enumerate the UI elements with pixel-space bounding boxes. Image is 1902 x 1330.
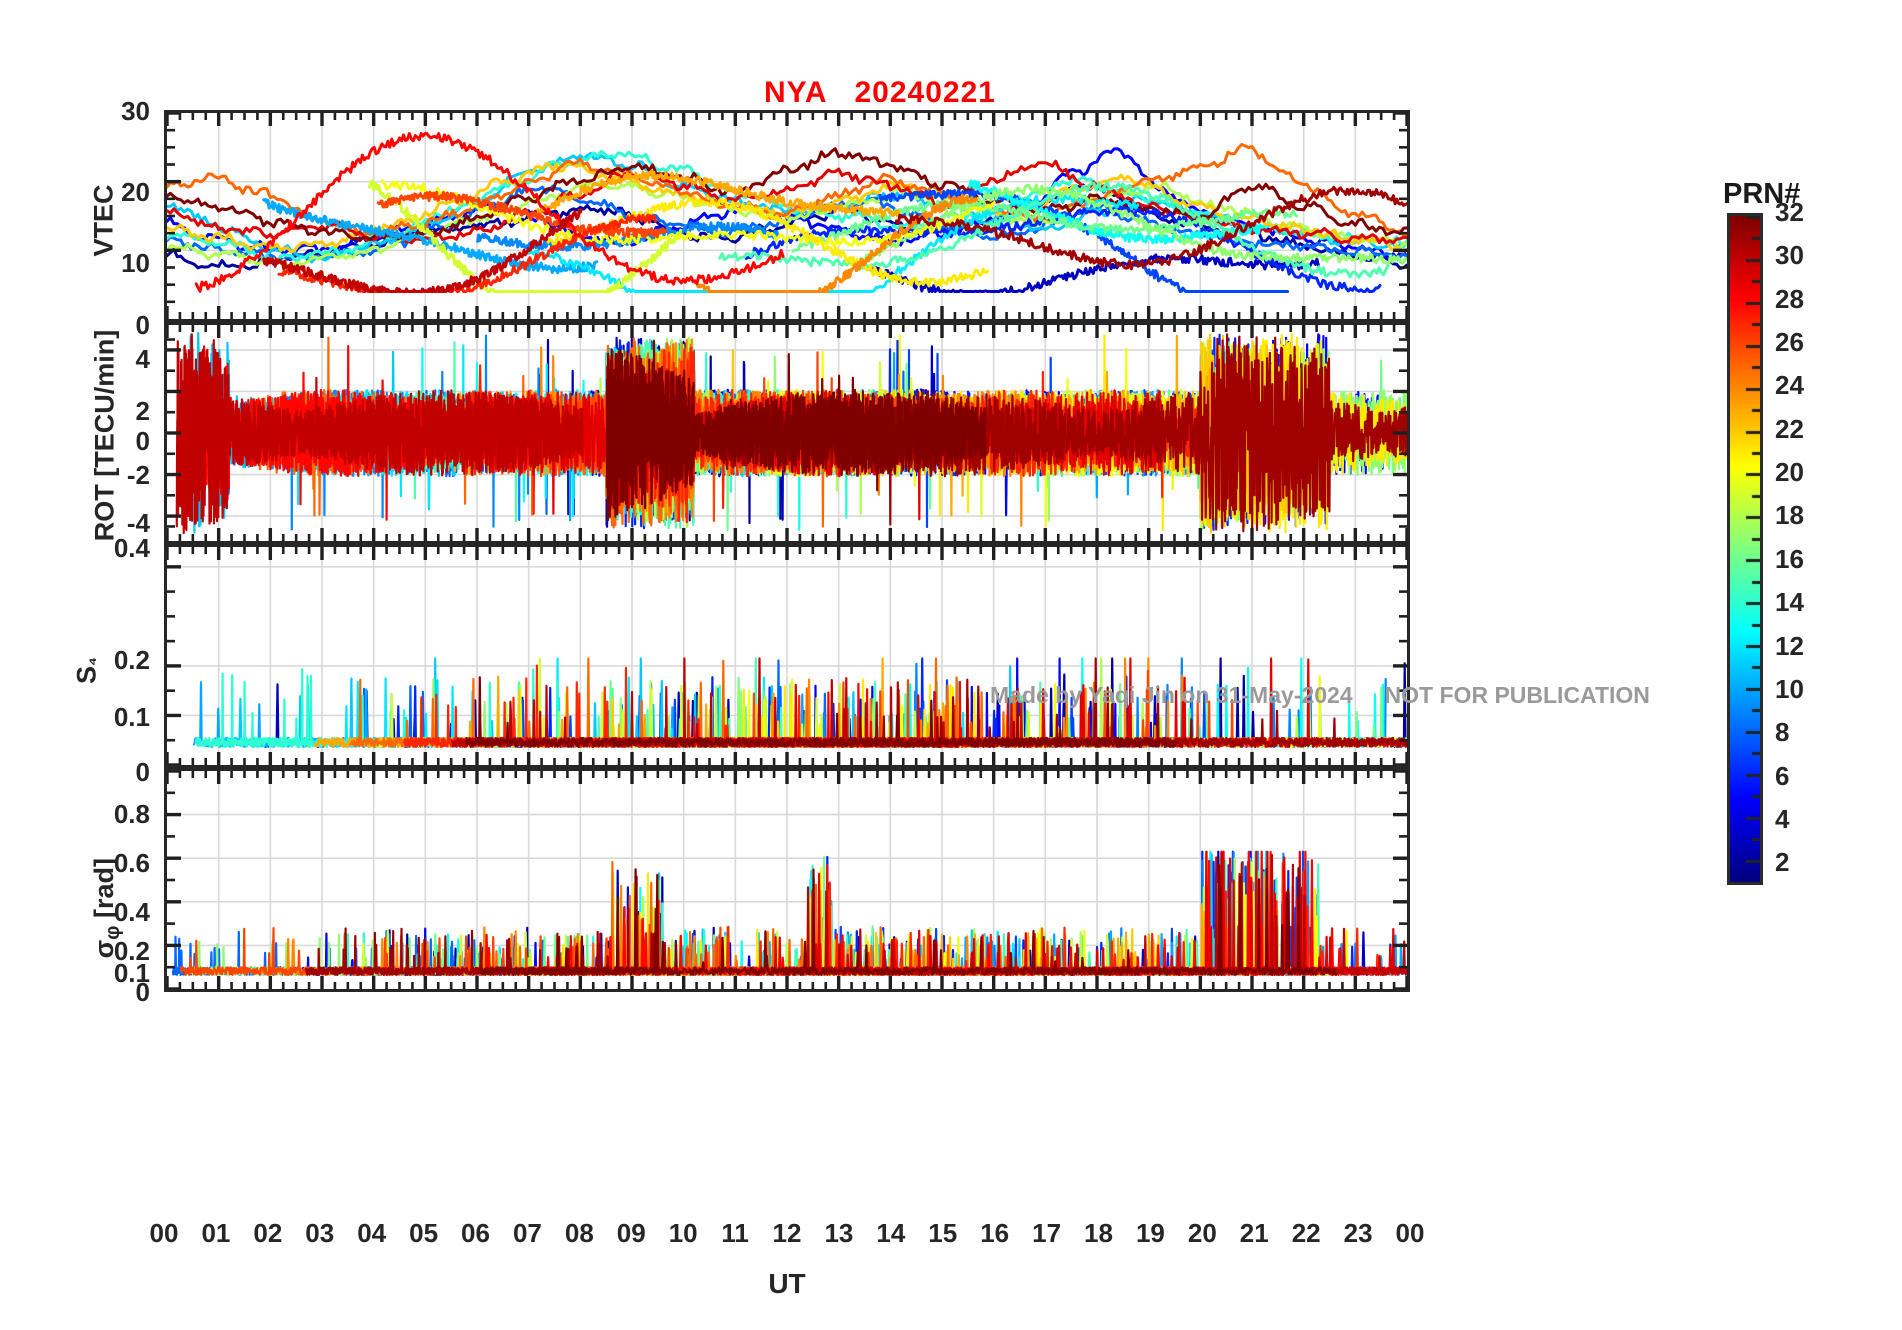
panel-rot — [164, 322, 1410, 544]
xtick-10-10: 10 — [668, 1218, 698, 1248]
colorbar-tick-6: 6 — [1775, 760, 1790, 791]
ytick-rot-m2: -2 — [126, 460, 150, 490]
ytick-sp-06: 0.6 — [113, 848, 150, 878]
ytick-vtec-20: 20 — [121, 177, 150, 207]
trace — [878, 188, 1290, 293]
xtick-00-24: 00 — [1395, 1218, 1425, 1248]
colorbar-tick-14: 14 — [1775, 587, 1804, 618]
colorbar-tick-2: 2 — [1775, 847, 1790, 878]
trace — [895, 185, 1407, 271]
axis-label-ut: UT — [768, 1268, 806, 1299]
xtick-00-0: 00 — [149, 1218, 179, 1248]
xtick-08-8: 08 — [564, 1218, 594, 1248]
trace — [465, 676, 1177, 748]
xtick-19-19: 19 — [1135, 1218, 1165, 1248]
colorbar-tick-26: 26 — [1775, 327, 1804, 358]
ytick-rot-2: 2 — [135, 396, 150, 426]
xtick-09-9: 09 — [616, 1218, 646, 1248]
plot-traces — [167, 547, 1407, 765]
ytick-s4-04: 0.4 — [113, 533, 150, 563]
ytick-vtec-10: 10 — [121, 248, 150, 278]
trace — [479, 864, 1337, 976]
xtick-14-14: 14 — [876, 1218, 906, 1248]
plot-traces — [167, 325, 1407, 541]
xtick-04-4: 04 — [357, 1218, 387, 1248]
trace — [167, 161, 1407, 254]
xtick-15-15: 15 — [928, 1218, 958, 1248]
colorbar-tick-18: 18 — [1775, 500, 1804, 531]
colorbar-tick-10: 10 — [1775, 673, 1804, 704]
colorbar-tick-22: 22 — [1775, 413, 1804, 444]
trace — [175, 333, 584, 535]
colorbar-tick-20: 20 — [1775, 457, 1804, 488]
xtick-05-5: 05 — [409, 1218, 439, 1248]
trace — [194, 132, 785, 293]
colorbar-tick-4: 4 — [1775, 803, 1790, 834]
trace — [476, 221, 780, 252]
colorbar-tick-32: 32 — [1775, 197, 1804, 227]
ytick-rot-4: 4 — [135, 344, 150, 374]
ytick-sp-01: 0.1 — [113, 958, 150, 988]
ytick-sp-02: 0.2 — [113, 936, 150, 966]
trace — [536, 169, 902, 219]
ytick-sp-04: 0.4 — [113, 897, 150, 927]
xtick-03-3: 03 — [305, 1218, 335, 1248]
figure-title: NYA 20240221 — [764, 76, 996, 109]
trace — [791, 198, 1299, 253]
ytick-rot-0top: 0 — [135, 310, 150, 340]
xtick-20-20: 20 — [1187, 1218, 1217, 1248]
xtick-01-1: 01 — [201, 1218, 231, 1248]
trace — [368, 179, 683, 293]
colorbar-tick-24: 24 — [1775, 370, 1804, 401]
trace — [693, 193, 978, 293]
xtick-11-11: 11 — [721, 1218, 749, 1248]
ytick-s4-02: 0.2 — [113, 645, 150, 675]
colorbar-tick-12: 12 — [1775, 630, 1804, 661]
panel-sigma-phi — [164, 768, 1410, 992]
ytick-vtec-30: 30 — [121, 96, 150, 126]
colorbar-tick-30: 30 — [1775, 240, 1804, 271]
colorbar[interactable] — [1727, 213, 1763, 885]
xtick-17-17: 17 — [1032, 1218, 1062, 1248]
xtick-23-23: 23 — [1343, 1218, 1373, 1248]
trace — [605, 340, 987, 522]
colorbar-tick-8: 8 — [1775, 717, 1790, 748]
panel-s4 — [164, 544, 1410, 768]
xtick-18-18: 18 — [1084, 1218, 1113, 1248]
colorbar-tick-28: 28 — [1775, 283, 1804, 314]
xtick-16-16: 16 — [980, 1218, 1010, 1248]
trace — [857, 183, 1407, 265]
colorbar-title: PRN# — [1723, 178, 1801, 210]
xtick-21-21: 21 — [1239, 1218, 1269, 1248]
trace — [262, 208, 583, 293]
trace — [527, 193, 1140, 293]
watermark-text: Made by Yaqi Jin on 31-May-2024 NOT FOR … — [990, 682, 1650, 708]
ytick-rot-m4: -4 — [126, 508, 150, 538]
xtick-02-2: 02 — [253, 1218, 283, 1248]
plot-traces — [167, 771, 1407, 989]
xtick-22-22: 22 — [1291, 1218, 1321, 1248]
ytick-sp-08: 0.8 — [113, 799, 150, 829]
xtick-07-7: 07 — [512, 1218, 542, 1248]
xtick-06-6: 06 — [461, 1218, 490, 1248]
ytick-s4-01: 0.1 — [113, 702, 150, 732]
xtick-12-12: 12 — [772, 1218, 802, 1248]
ytick-sp-0: 0 — [135, 977, 150, 1007]
panel-vtec — [164, 110, 1410, 322]
ytick-s4-0: 0 — [135, 757, 150, 787]
trace — [376, 190, 668, 239]
xtick-13-13: 13 — [824, 1218, 854, 1248]
trace — [869, 253, 1320, 293]
colorbar-tick-16: 16 — [1775, 543, 1804, 574]
plot-traces — [167, 113, 1407, 319]
ytick-rot-0: 0 — [135, 426, 150, 456]
trace — [546, 197, 990, 288]
trace — [262, 198, 599, 275]
